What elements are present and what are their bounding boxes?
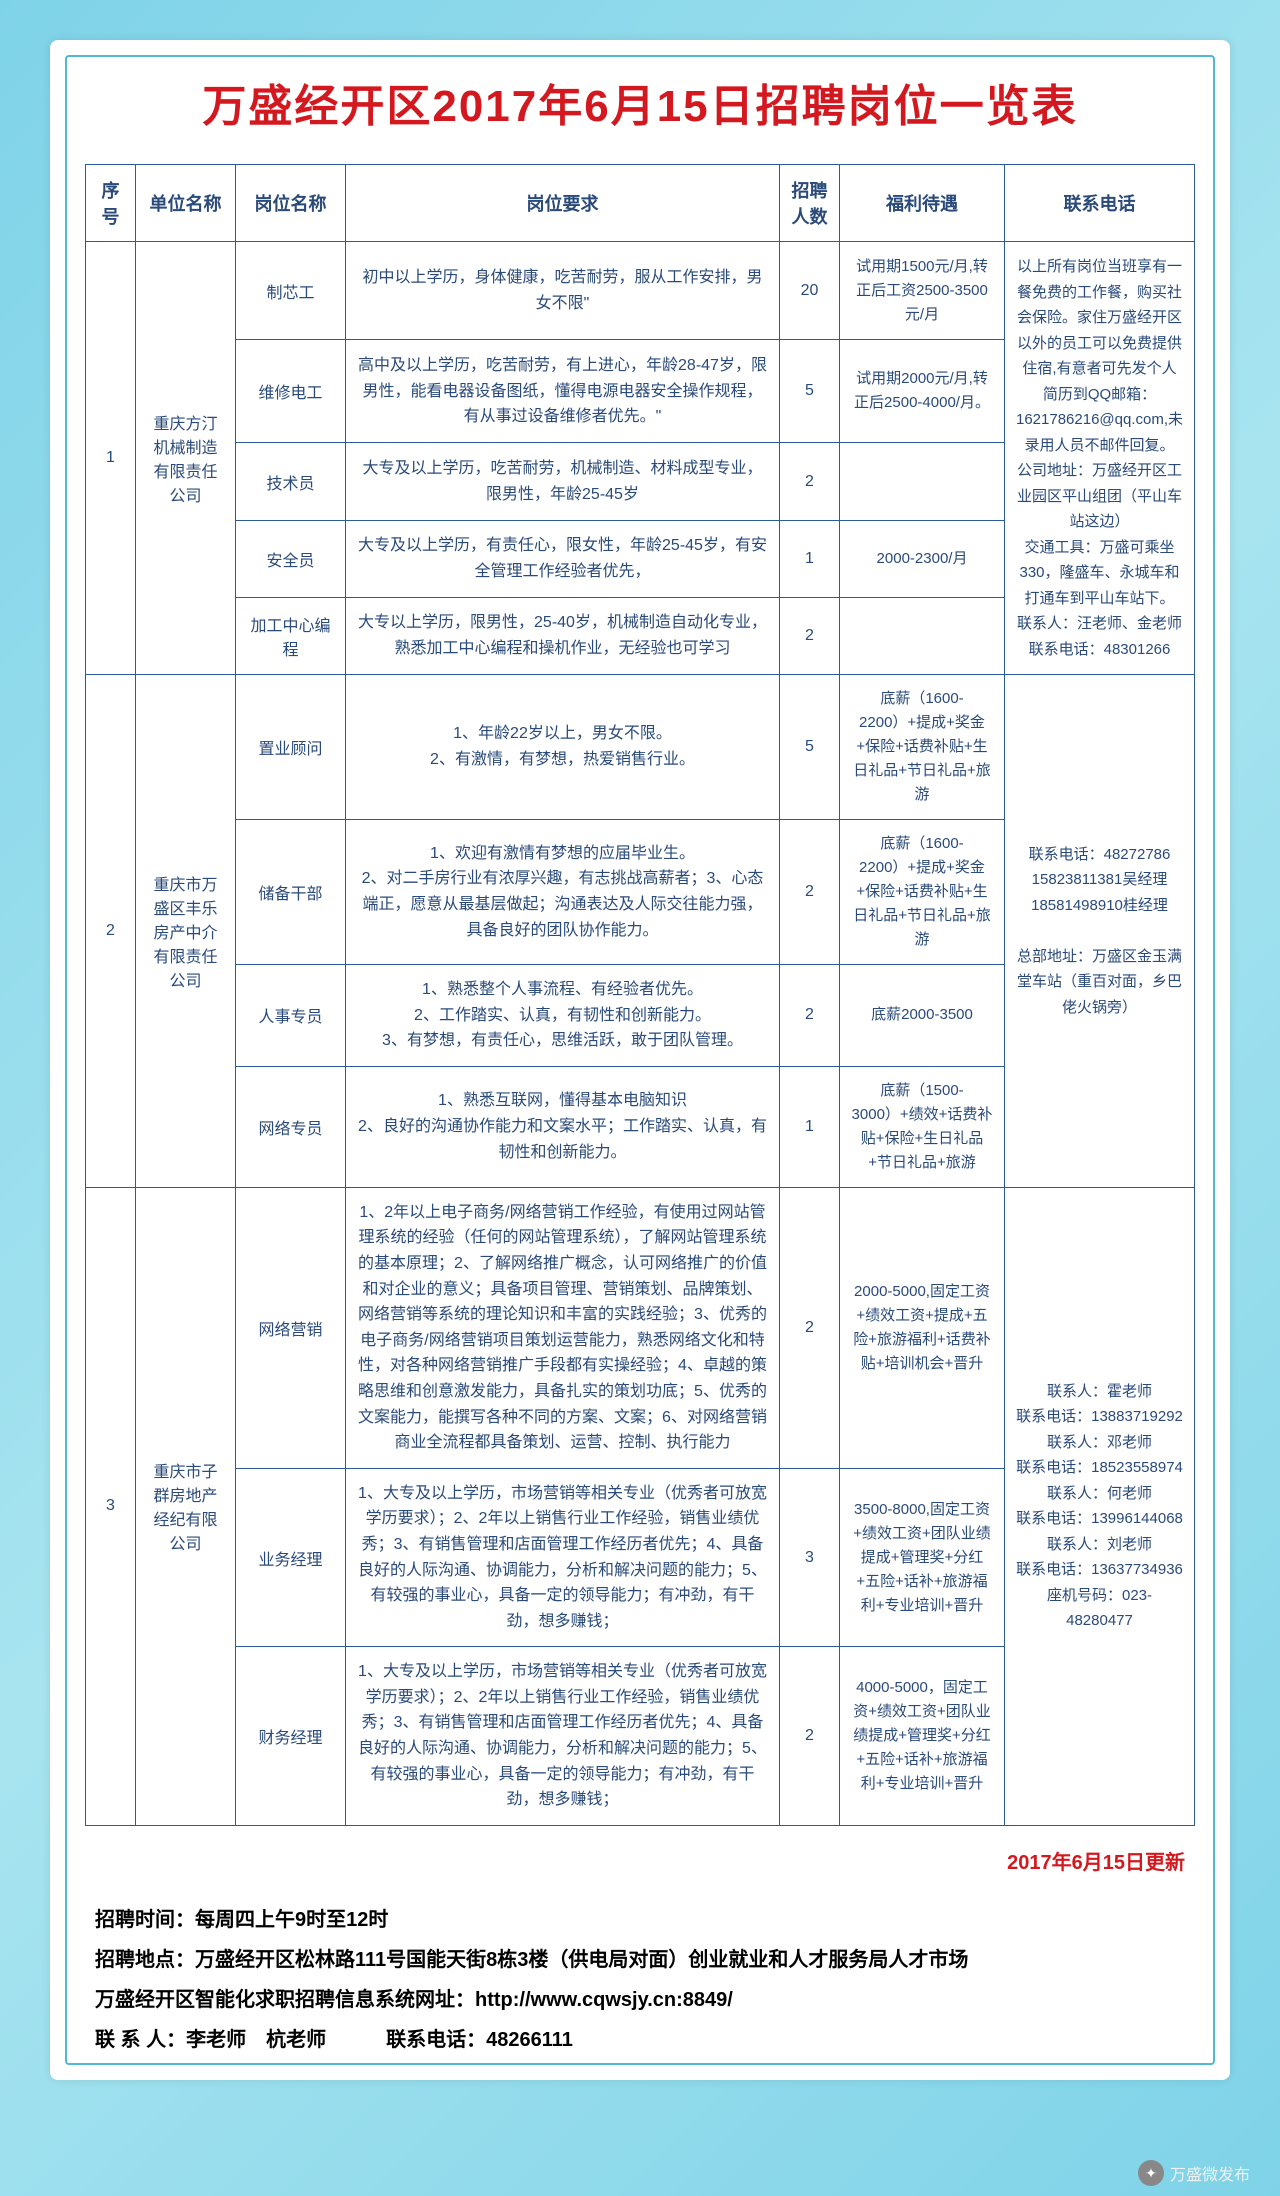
cell-req: 大专及以上学历，吃苦耐劳，机械制造、材料成型专业，限男性，年龄25-45岁 [346,443,780,520]
cell-seq: 3 [86,1187,136,1825]
cell-post: 维修电工 [236,340,346,443]
cell-benefit: 底薪2000-3500 [840,965,1005,1067]
cell-req: 高中及以上学历，吃苦耐劳，有上进心，年龄28-47岁，限男性，能看电器设备图纸，… [346,340,780,443]
cell-count: 2 [780,820,840,965]
footer-line: 招聘时间：每周四上午9时至12时 [95,1900,1185,1940]
cell-req: 大专及以上学历，有责任心，限女性，年龄25-45岁，有安全管理工作经验者优先， [346,520,780,597]
jobs-table: 序号 单位名称 岗位名称 岗位要求 招聘人数 福利待遇 联系电话 1重庆方汀机械… [85,164,1195,1826]
cell-seq: 1 [86,242,136,675]
cell-benefit: 底薪（1600-2200）+提成+奖金+保险+话费补贴+生日礼品+节日礼品+旅游 [840,820,1005,965]
cell-count: 1 [780,1066,840,1187]
cell-count: 2 [780,965,840,1067]
cell-post: 制芯工 [236,242,346,340]
cell-count: 5 [780,675,840,820]
cell-benefit: 试用期1500元/月,转正后工资2500-3500元/月 [840,242,1005,340]
footer-info: 招聘时间：每周四上午9时至12时 招聘地点：万盛经开区松林路111号国能天街8栋… [85,1900,1195,2060]
cell-req: 1、欢迎有激情有梦想的应届毕业生。 2、对二手房行业有浓厚兴趣，有志挑战高薪者；… [346,820,780,965]
footer-line: 招聘地点：万盛经开区松林路111号国能天街8栋3楼（供电局对面）创业就业和人才服… [95,1940,1185,1980]
th-count: 招聘人数 [780,165,840,242]
cell-post: 业务经理 [236,1468,346,1647]
cell-post: 技术员 [236,443,346,520]
th-benefit: 福利待遇 [840,165,1005,242]
th-company: 单位名称 [136,165,236,242]
cell-post: 网络营销 [236,1187,346,1468]
cell-req: 初中以上学历，身体健康，吃苦耐劳，服从工作安排，男女不限" [346,242,780,340]
th-contact: 联系电话 [1005,165,1195,242]
cell-contact: 以上所有岗位当班享有一餐免费的工作餐，购买社会保险。家住万盛经开区以外的员工可以… [1005,242,1195,675]
cell-count: 1 [780,520,840,597]
cell-company: 重庆市万盛区丰乐房产中介有限责任公司 [136,675,236,1188]
cell-req: 1、年龄22岁以上，男女不限。 2、有激情，有梦想，热爱销售行业。 [346,675,780,820]
cell-benefit: 2000-5000,固定工资+绩效工资+提成+五险+旅游福利+话费补贴+培训机会… [840,1187,1005,1468]
cell-count: 2 [780,443,840,520]
cell-benefit: 底薪（1500-3000）+绩效+话费补贴+保险+生日礼品+节日礼品+旅游 [840,1066,1005,1187]
th-req: 岗位要求 [346,165,780,242]
update-note: 2017年6月15日更新 [85,1846,1185,1875]
cell-post: 安全员 [236,520,346,597]
cell-req: 1、大专及以上学历，市场营销等相关专业（优秀者可放宽学历要求）；2、2年以上销售… [346,1468,780,1647]
wechat-label: 万盛微发布 [1170,2161,1250,2185]
th-post: 岗位名称 [236,165,346,242]
cell-company: 重庆方汀机械制造有限责任公司 [136,242,236,675]
cell-benefit [840,443,1005,520]
cell-post: 加工中心编程 [236,597,346,674]
cell-req: 1、2年以上电子商务/网络营销工作经验，有使用过网站管理系统的经验（任何的网站管… [346,1187,780,1468]
cell-benefit: 试用期2000元/月,转正后2500-4000/月。 [840,340,1005,443]
cell-benefit: 底薪（1600-2200）+提成+奖金+保险+话费补贴+生日礼品+节日礼品+旅游 [840,675,1005,820]
footer-line: 联 系 人：李老师 杭老师 联系电话：48266111 [95,2020,1185,2060]
cell-post: 财务经理 [236,1647,346,1826]
cell-req: 1、熟悉互联网，懂得基本电脑知识 2、良好的沟通协作能力和文案水平；工作踏实、认… [346,1066,780,1187]
cell-count: 2 [780,597,840,674]
cell-post: 网络专员 [236,1066,346,1187]
cell-benefit: 4000-5000，固定工资+绩效工资+团队业绩提成+管理奖+分红+五险+话补+… [840,1647,1005,1826]
cell-contact: 联系人：霍老师 联系电话：13883719292 联系人：邓老师 联系电话：18… [1005,1187,1195,1825]
cell-post: 储备干部 [236,820,346,965]
cell-count: 20 [780,242,840,340]
wechat-icon: ✦ [1138,2160,1164,2186]
page-title: 万盛经开区2017年6月15日招聘岗位一览表 [85,70,1195,134]
cell-count: 5 [780,340,840,443]
cell-company: 重庆市子群房地产经纪有限公司 [136,1187,236,1825]
cell-benefit: 2000-2300/月 [840,520,1005,597]
cell-post: 置业顾问 [236,675,346,820]
cell-req: 大专以上学历，限男性，25-40岁，机械制造自动化专业，熟悉加工中心编程和操机作… [346,597,780,674]
cell-req: 1、大专及以上学历，市场营销等相关专业（优秀者可放宽学历要求）；2、2年以上销售… [346,1647,780,1826]
cell-count: 2 [780,1187,840,1468]
cell-count: 3 [780,1468,840,1647]
footer-line: 万盛经开区智能化求职招聘信息系统网址：http://www.cqwsjy.cn:… [95,1980,1185,2020]
cell-seq: 2 [86,675,136,1188]
cell-contact: 联系电话：48272786 15823811381吴经理 18581498910… [1005,675,1195,1188]
cell-benefit [840,597,1005,674]
cell-post: 人事专员 [236,965,346,1067]
main-frame: 万盛经开区2017年6月15日招聘岗位一览表 序号 单位名称 岗位名称 岗位要求… [50,40,1230,2080]
cell-benefit: 3500-8000,固定工资+绩效工资+团队业绩提成+管理奖+分红+五险+话补+… [840,1468,1005,1647]
th-seq: 序号 [86,165,136,242]
cell-req: 1、熟悉整个人事流程、有经验者优先。 2、工作踏实、认真，有韧性和创新能力。 3… [346,965,780,1067]
wechat-badge: ✦ 万盛微发布 [1138,2160,1250,2186]
cell-count: 2 [780,1647,840,1826]
